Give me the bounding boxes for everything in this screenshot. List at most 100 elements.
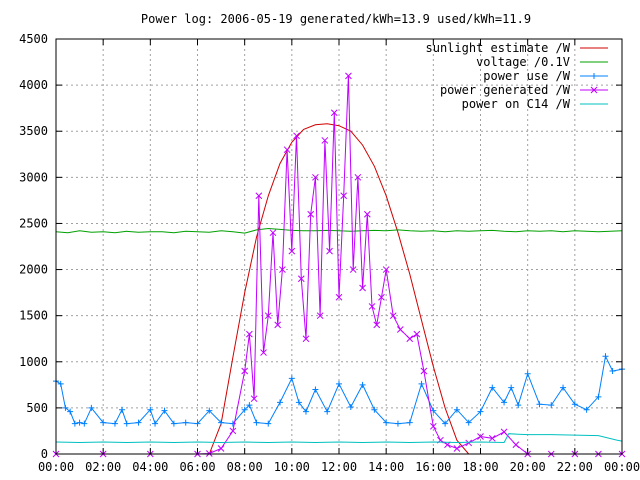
data-point — [302, 408, 309, 415]
data-point — [250, 395, 258, 403]
chart-title: Power log: 2006-05-19 generated/kWh=13.9… — [141, 12, 531, 26]
data-point — [312, 173, 319, 181]
data-point — [62, 404, 69, 411]
y-tick-label: 500 — [26, 401, 48, 415]
data-point — [418, 380, 425, 387]
data-point — [382, 266, 390, 273]
x-tick-label: 12:00 — [321, 460, 357, 474]
y-tick-label: 0 — [41, 447, 48, 461]
data-point — [477, 433, 484, 440]
data-point — [571, 401, 578, 408]
data-point — [253, 419, 260, 426]
data-point — [277, 399, 284, 406]
data-point — [595, 393, 602, 400]
data-point — [336, 380, 342, 387]
data-point — [583, 406, 590, 413]
data-point — [548, 402, 555, 409]
data-point — [359, 284, 366, 292]
data-point — [321, 137, 329, 144]
data-point — [206, 407, 213, 414]
data-point — [501, 399, 508, 406]
data-point — [182, 419, 189, 426]
x-tick-label: 22:00 — [557, 460, 593, 474]
y-tick-label: 4000 — [19, 78, 48, 92]
legend-marker — [591, 73, 597, 79]
data-point — [389, 312, 397, 320]
data-point — [500, 428, 508, 436]
data-point — [218, 419, 225, 426]
data-point — [602, 353, 609, 360]
x-tick-label: 08:00 — [227, 460, 263, 474]
data-point — [135, 419, 142, 426]
legend-label: sunlight estimate /W — [426, 41, 571, 55]
data-point — [363, 210, 371, 218]
data-point — [255, 192, 263, 200]
data-point — [295, 399, 302, 406]
x-tick-label: 10:00 — [274, 460, 310, 474]
data-point — [406, 335, 414, 343]
legend-marker — [590, 86, 598, 94]
data-point — [269, 229, 277, 237]
y-tick-label: 3500 — [19, 124, 48, 138]
series-line — [208, 123, 470, 455]
y-tick-label: 3000 — [19, 170, 48, 184]
legend-label: power generated /W — [440, 83, 571, 97]
data-point — [76, 419, 83, 426]
data-point — [57, 380, 64, 387]
data-point — [119, 406, 126, 413]
data-point — [429, 422, 437, 430]
data-point — [465, 419, 472, 426]
data-point — [279, 266, 286, 273]
data-point — [430, 407, 437, 414]
data-point — [515, 402, 522, 409]
data-point — [335, 293, 343, 301]
data-point — [241, 406, 248, 413]
data-point — [340, 192, 348, 200]
data-point — [260, 349, 267, 356]
data-point — [373, 321, 381, 329]
y-tick-label: 1000 — [19, 355, 48, 369]
axes-layer: 00:00 02:00 04:00 06:00 08:00 10:00 12:00 14:00… — [19, 32, 640, 474]
data-point — [302, 335, 310, 343]
x-tick-label: 00:00 — [604, 460, 640, 474]
data-point — [396, 326, 404, 333]
x-tick-label: 20:00 — [510, 460, 546, 474]
series-2 — [53, 353, 625, 427]
series-line — [55, 227, 623, 234]
data-point — [465, 439, 473, 447]
data-point — [420, 367, 428, 375]
data-point — [264, 312, 272, 320]
data-point — [67, 408, 74, 415]
data-point — [152, 420, 159, 427]
data-point — [229, 427, 237, 435]
data-point — [241, 367, 249, 375]
data-point — [283, 146, 291, 154]
data-point — [194, 420, 201, 427]
series-4 — [55, 433, 623, 444]
x-tick-label: 04:00 — [132, 460, 168, 474]
grid-layer — [56, 39, 622, 454]
series-line — [55, 433, 623, 444]
data-point — [394, 420, 401, 427]
data-point — [274, 321, 282, 329]
data-point — [488, 434, 496, 442]
data-point — [512, 441, 520, 449]
data-point — [316, 312, 324, 320]
data-point — [88, 404, 95, 411]
y-tick-label: 2000 — [19, 263, 48, 277]
data-point — [477, 408, 484, 415]
legend-label: power on C14 /W — [462, 97, 571, 111]
y-tick-label: 2500 — [19, 216, 48, 230]
data-point — [453, 445, 461, 452]
data-point — [217, 445, 225, 452]
y-tick-label: 1500 — [19, 309, 48, 323]
data-point — [147, 406, 154, 413]
data-point — [229, 420, 236, 427]
data-point — [345, 72, 352, 80]
data-point — [354, 173, 362, 181]
data-point — [383, 419, 390, 426]
data-point — [293, 132, 300, 140]
data-point — [100, 419, 107, 426]
x-tick-label: 06:00 — [179, 460, 215, 474]
